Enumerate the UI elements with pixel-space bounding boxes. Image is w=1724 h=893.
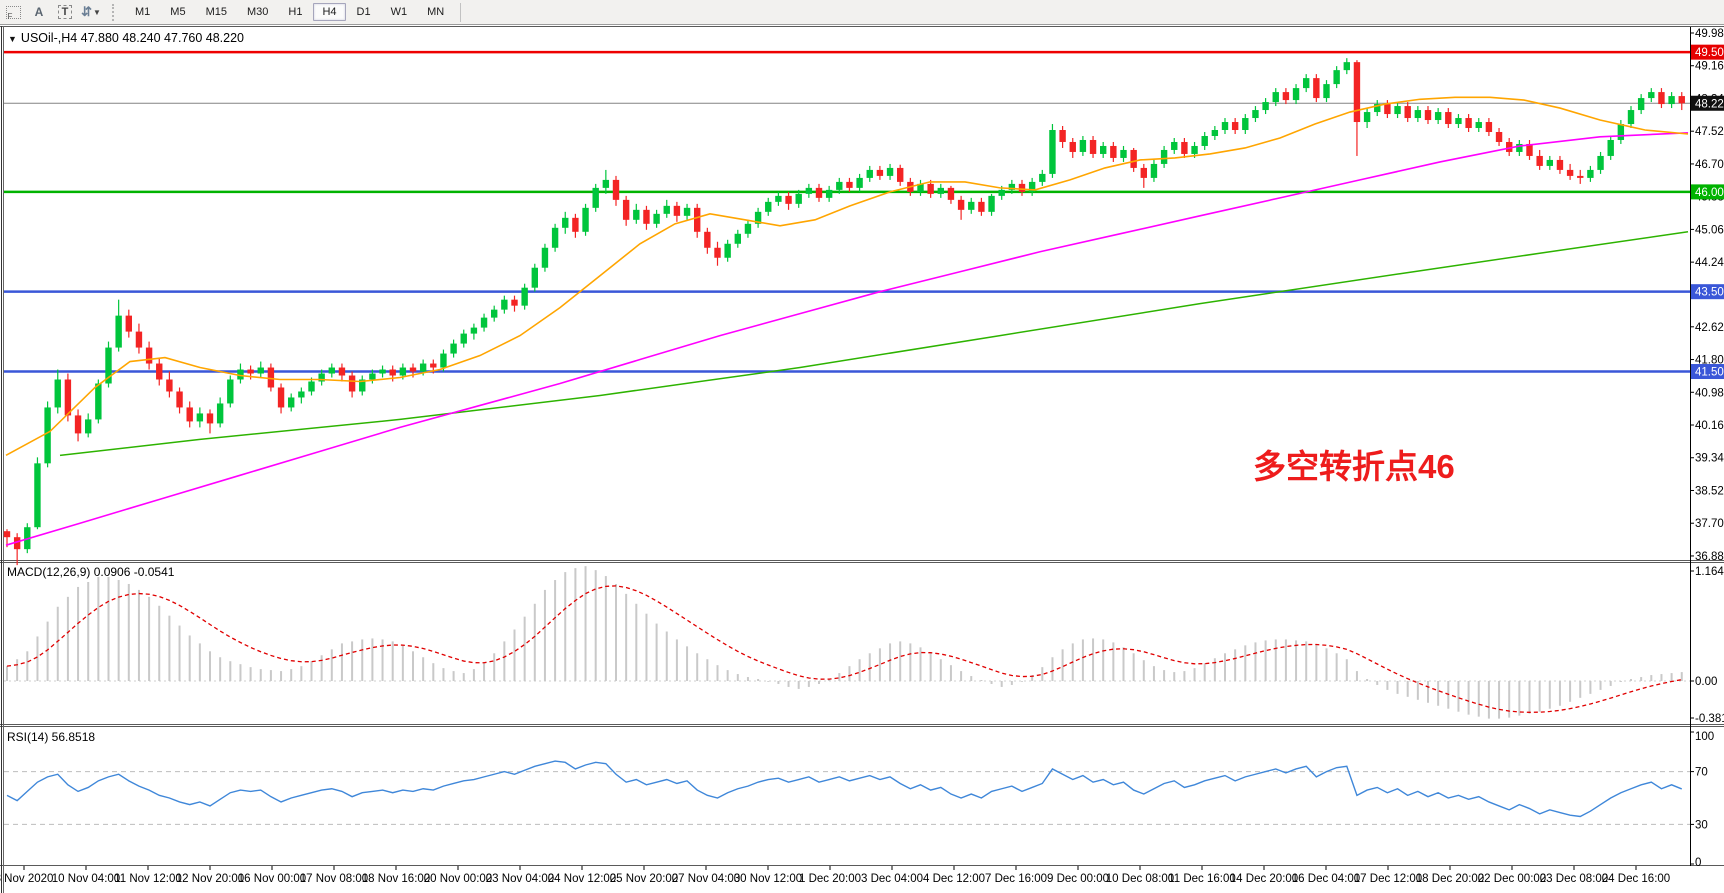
chart-title-text: USOil-,H4 47.880 48.240 47.760 48.220 (20, 31, 244, 45)
timeframe-button-M30[interactable]: M30 (246, 6, 269, 18)
candlestick-series (3, 58, 1685, 566)
svg-text:48.220: 48.220 (1695, 98, 1724, 110)
svg-text:42.620: 42.620 (1695, 322, 1724, 334)
svg-text:-0.3812: -0.3812 (1695, 713, 1724, 725)
svg-text:38.520: 38.520 (1695, 485, 1724, 497)
svg-text:16 Nov 00:00: 16 Nov 00:00 (238, 873, 306, 885)
timeframe-button-M1[interactable]: M1 (135, 6, 151, 18)
toolbar: F A T ⇵ ▼ M1 M5 M15 M30 H1 H4 D1 W1 MN (0, 0, 1724, 25)
svg-text:45.060: 45.060 (1695, 224, 1724, 236)
svg-text:27 Nov 04:00: 27 Nov 04:00 (672, 873, 740, 885)
timeframe-button-W1[interactable]: W1 (390, 6, 408, 18)
svg-text:17 Dec 12:00: 17 Dec 12:00 (1354, 873, 1422, 885)
svg-text:3 Dec 04:00: 3 Dec 04:00 (861, 873, 923, 885)
svg-text:9 Dec 00:00: 9 Dec 00:00 (1047, 873, 1109, 885)
svg-text:23 Dec 08:00: 23 Dec 08:00 (1540, 873, 1608, 885)
timeframe-button-H1[interactable]: H1 (288, 6, 303, 18)
svg-text:46.700: 46.700 (1695, 159, 1724, 171)
svg-text:1.1646: 1.1646 (1695, 566, 1724, 578)
rsi-panel (4, 760, 1690, 825)
timeframe-button-H4[interactable]: H4 (313, 3, 346, 21)
macd-axis[interactable]: 1.1646 0.00 -0.3812 (1690, 566, 1724, 725)
svg-text:39.340: 39.340 (1695, 453, 1724, 465)
macd-indicator-label: MACD(12,26,9) 0.0906 -0.0541 (7, 565, 175, 579)
macd-panel (4, 566, 1690, 719)
ma-fast-line (5, 96, 1689, 457)
arrows-tool-icon[interactable]: ⇵ ▼ (81, 4, 101, 19)
svg-text:49.500: 49.500 (1695, 47, 1724, 59)
panel-frames (0, 26, 1724, 893)
svg-text:24 Nov 12:00: 24 Nov 12:00 (548, 873, 616, 885)
chart-title: ▼ USOil-,H4 47.880 48.240 47.760 48.220 (8, 31, 244, 45)
rsi-axis[interactable]: 100 70 30 0 (1690, 731, 1714, 869)
svg-text:0.00: 0.00 (1695, 676, 1717, 688)
svg-text:20 Nov 00:00: 20 Nov 00:00 (424, 873, 492, 885)
timeframe-button-group: M1 M5 M15 M30 H1 H4 D1 W1 MN (125, 3, 454, 21)
svg-text:11 Dec 16:00: 11 Dec 16:00 (1168, 873, 1236, 885)
svg-text:49.160: 49.160 (1695, 61, 1724, 73)
svg-text:40.160: 40.160 (1695, 420, 1724, 432)
svg-text:8 Nov 2020: 8 Nov 2020 (0, 873, 53, 885)
chart-text-annotation[interactable]: 多空转折点46 (1253, 448, 1455, 485)
timeframe-button-MN[interactable]: MN (427, 6, 445, 18)
svg-text:46.000: 46.000 (1695, 187, 1724, 199)
svg-text:7 Dec 16:00: 7 Dec 16:00 (985, 873, 1047, 885)
svg-text:30 Nov 12:00: 30 Nov 12:00 (734, 873, 802, 885)
dropdown-caret-icon[interactable]: ▼ (92, 7, 101, 17)
svg-text:47.520: 47.520 (1695, 126, 1724, 138)
svg-text:25 Nov 20:00: 25 Nov 20:00 (610, 873, 678, 885)
svg-text:100: 100 (1695, 731, 1714, 743)
svg-text:49.980: 49.980 (1695, 28, 1724, 40)
svg-text:22 Dec 00:00: 22 Dec 00:00 (1478, 873, 1546, 885)
frame-glyph: F (5, 5, 21, 21)
price-badges: 49.500 48.220 46.000 43.500 41.500 (1691, 44, 1724, 380)
ma-mid-line (5, 132, 1689, 546)
svg-text:11 Nov 12:00: 11 Nov 12:00 (114, 873, 182, 885)
svg-text:16 Dec 04:00: 16 Dec 04:00 (1292, 873, 1360, 885)
svg-text:40.980: 40.980 (1695, 387, 1724, 399)
svg-text:1 Dec 20:00: 1 Dec 20:00 (799, 873, 861, 885)
svg-text:41.500: 41.500 (1695, 367, 1724, 379)
label-tool-icon[interactable]: A (34, 5, 44, 19)
svg-text:43.500: 43.500 (1695, 287, 1724, 299)
svg-text:12 Nov 20:00: 12 Nov 20:00 (176, 873, 244, 885)
rsi-indicator-label: RSI(14) 56.8518 (7, 730, 96, 744)
text-tool-icon[interactable]: T (53, 2, 77, 23)
svg-text:4 Dec 12:00: 4 Dec 12:00 (923, 873, 985, 885)
svg-text:37.700: 37.700 (1695, 518, 1724, 530)
svg-text:41.800: 41.800 (1695, 355, 1724, 367)
svg-text:0: 0 (1695, 857, 1701, 869)
svg-text:17 Nov 08:00: 17 Nov 08:00 (300, 873, 368, 885)
chart-frame-icon[interactable]: F (1, 2, 25, 23)
timeframe-button-M5[interactable]: M5 (170, 6, 186, 18)
svg-text:10 Nov 04:00: 10 Nov 04:00 (52, 873, 120, 885)
toolbar-grip (112, 3, 119, 21)
svg-text:70: 70 (1695, 767, 1708, 779)
svg-text:30: 30 (1695, 819, 1708, 831)
collapse-triangle-icon[interactable]: ▼ (8, 34, 17, 44)
svg-text:36.880: 36.880 (1695, 551, 1724, 563)
svg-text:18 Nov 16:00: 18 Nov 16:00 (362, 873, 430, 885)
svg-text:24 Dec 16:00: 24 Dec 16:00 (1602, 873, 1670, 885)
ma-slow-line (59, 231, 1689, 457)
horizontal-level-lines[interactable] (4, 50, 1690, 373)
timeframe-button-M15[interactable]: M15 (205, 6, 227, 18)
svg-text:23 Nov 04:00: 23 Nov 04:00 (486, 873, 554, 885)
svg-text:14 Dec 20:00: 14 Dec 20:00 (1230, 873, 1298, 885)
svg-text:10 Dec 08:00: 10 Dec 08:00 (1106, 873, 1174, 885)
svg-text:44.240: 44.240 (1695, 257, 1724, 269)
toolbar-separator (460, 2, 462, 22)
svg-text:18 Dec 20:00: 18 Dec 20:00 (1416, 873, 1484, 885)
timeframe-button-D1[interactable]: D1 (356, 6, 371, 18)
